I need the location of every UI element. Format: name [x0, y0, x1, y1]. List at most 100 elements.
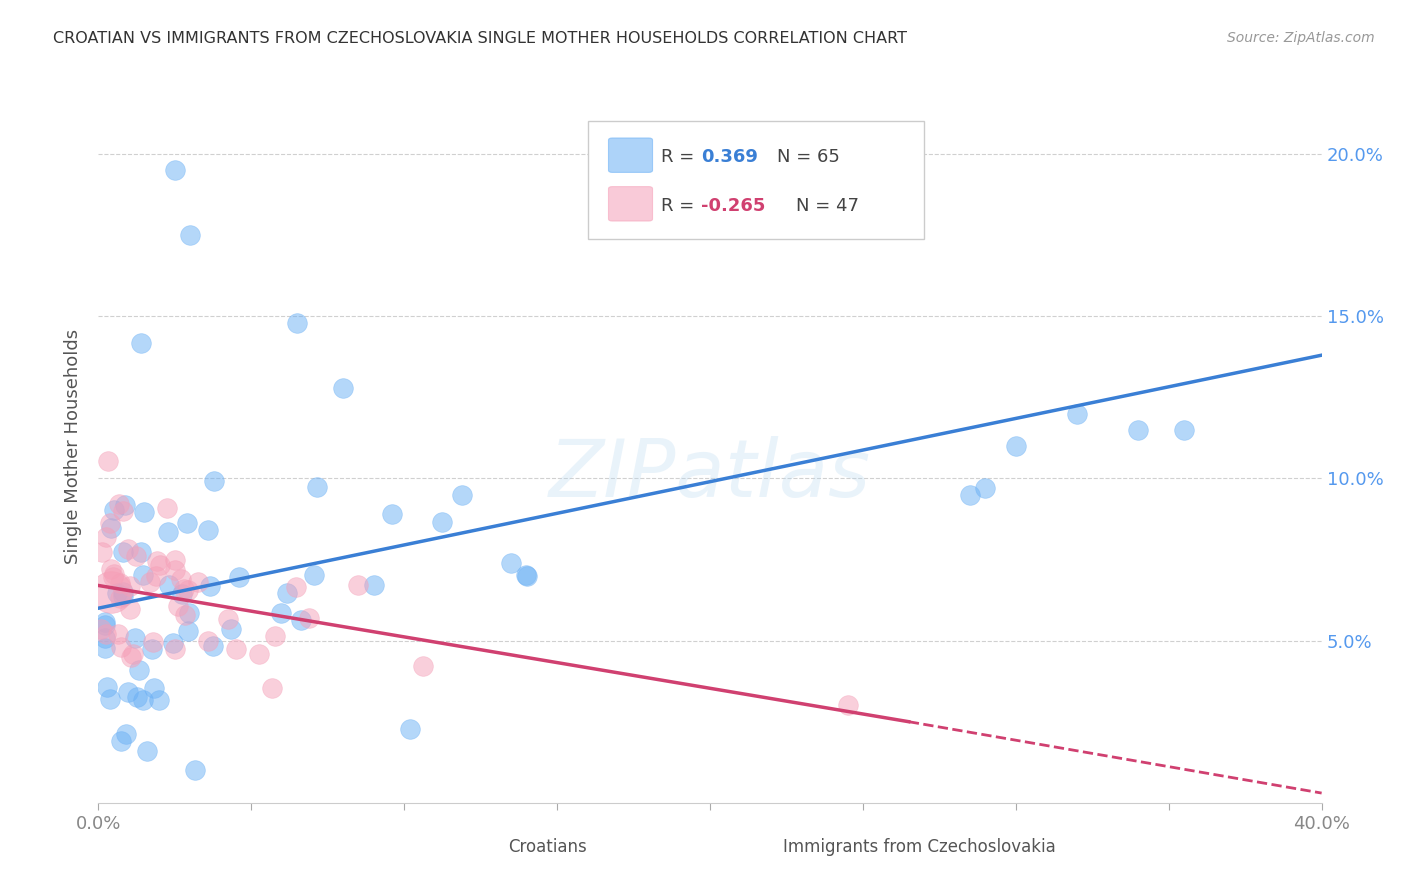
Point — [451, 488, 474, 502]
Point — [145, 569, 167, 583]
Point — [285, 316, 308, 330]
Point — [163, 563, 186, 577]
Point — [304, 567, 326, 582]
Point — [170, 572, 193, 586]
Point — [111, 504, 134, 518]
Point — [276, 586, 298, 600]
Point — [176, 516, 198, 530]
Point — [148, 693, 170, 707]
Point — [202, 474, 225, 488]
Text: Immigrants from Czechoslovakia: Immigrants from Czechoslovakia — [783, 838, 1056, 856]
Point — [96, 680, 118, 694]
FancyBboxPatch shape — [588, 121, 924, 239]
Point — [499, 556, 522, 570]
Point — [112, 584, 135, 599]
Point — [305, 480, 328, 494]
Point — [149, 558, 172, 573]
Point — [124, 631, 146, 645]
Point — [142, 635, 165, 649]
Point — [100, 562, 122, 576]
Point — [103, 566, 125, 581]
Point — [114, 499, 136, 513]
Point — [146, 554, 169, 568]
Point — [225, 642, 247, 657]
Text: CROATIAN VS IMMIGRANTS FROM CZECHOSLOVAKIA SINGLE MOTHER HOUSEHOLDS CORRELATION : CROATIAN VS IMMIGRANTS FROM CZECHOSLOVAK… — [53, 31, 907, 46]
Point — [156, 525, 179, 540]
Point — [177, 624, 200, 638]
Point — [90, 545, 112, 559]
Point — [170, 587, 193, 601]
Point — [93, 631, 115, 645]
Text: R =: R = — [661, 148, 700, 167]
Point — [1128, 423, 1150, 437]
Point — [107, 627, 129, 641]
Point — [105, 586, 128, 600]
Point — [162, 635, 184, 649]
Point — [166, 599, 188, 613]
Point — [129, 335, 152, 350]
Point — [516, 569, 538, 583]
Point — [93, 615, 115, 629]
Point — [139, 574, 162, 589]
Point — [93, 641, 115, 656]
Point — [177, 582, 200, 597]
Point — [197, 523, 219, 537]
Point — [163, 163, 186, 178]
Point — [165, 553, 187, 567]
Point — [90, 622, 112, 636]
Point — [97, 454, 120, 468]
FancyBboxPatch shape — [609, 186, 652, 221]
Point — [430, 515, 453, 529]
Point — [120, 578, 142, 592]
Point — [100, 585, 122, 599]
Point — [132, 693, 155, 707]
Point — [290, 614, 312, 628]
Point — [157, 578, 180, 592]
Point — [515, 568, 537, 582]
Point — [363, 578, 385, 592]
Point — [217, 612, 239, 626]
Point — [197, 633, 219, 648]
FancyBboxPatch shape — [609, 138, 652, 172]
Point — [132, 505, 155, 519]
Point — [120, 649, 142, 664]
Point — [399, 722, 422, 736]
Text: N = 47: N = 47 — [796, 197, 859, 215]
Point — [247, 647, 270, 661]
Point — [117, 541, 139, 556]
FancyBboxPatch shape — [744, 835, 773, 858]
Point — [974, 481, 997, 495]
Point — [94, 529, 117, 543]
Point — [174, 607, 197, 622]
Point — [94, 627, 117, 641]
Point — [179, 606, 201, 620]
Point — [298, 611, 321, 625]
Text: ZIPatlas: ZIPatlas — [548, 435, 872, 514]
Point — [114, 727, 136, 741]
Point — [128, 663, 150, 677]
Point — [347, 578, 370, 592]
Point — [1173, 423, 1195, 437]
Point — [1066, 407, 1088, 421]
Point — [120, 602, 142, 616]
Point — [98, 691, 121, 706]
Point — [332, 381, 354, 395]
Point — [135, 744, 157, 758]
Text: R =: R = — [661, 197, 700, 215]
Point — [117, 684, 139, 698]
Point — [110, 734, 132, 748]
Point — [108, 591, 131, 606]
Point — [129, 545, 152, 559]
Text: -0.265: -0.265 — [702, 197, 766, 215]
Point — [132, 568, 155, 582]
Point — [141, 642, 163, 657]
Point — [270, 606, 292, 620]
Point — [98, 516, 121, 530]
Point — [101, 570, 124, 584]
Point — [165, 642, 187, 657]
Point — [179, 228, 201, 243]
Point — [110, 640, 132, 654]
Text: N = 65: N = 65 — [778, 148, 841, 167]
Point — [837, 698, 859, 713]
Point — [1004, 439, 1026, 453]
